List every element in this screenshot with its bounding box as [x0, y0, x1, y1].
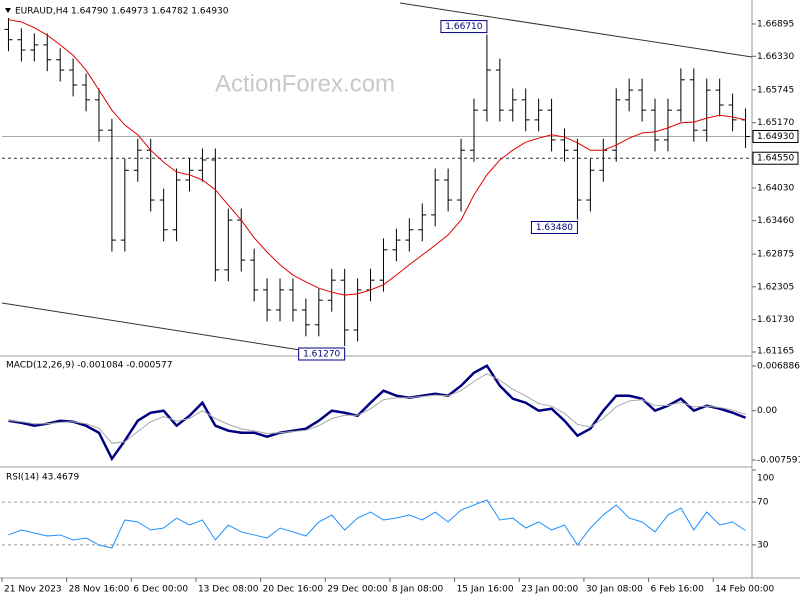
- x-tick-label: 6 Feb 16:00: [651, 585, 705, 595]
- annotation-label: 1.66710: [445, 22, 482, 32]
- annotation-label: 1.63480: [536, 223, 573, 233]
- y-tick-label: 1.65170: [757, 118, 794, 128]
- y-tick-label: 1.62305: [757, 282, 794, 292]
- moving-average: [8, 19, 746, 296]
- price-level-box: [752, 129, 799, 143]
- watermark: ActionForex.com: [215, 70, 395, 97]
- menu-icon: [5, 8, 11, 13]
- indicator-line: [8, 373, 746, 444]
- y-tick-label: 1.62875: [757, 250, 794, 260]
- y-tick-label: 1.63460: [757, 216, 794, 226]
- panel-title: MACD(12,26,9) -0.001084 -0.000577: [6, 361, 172, 371]
- annotation-box: [530, 220, 578, 234]
- indicator-line: [8, 499, 746, 549]
- x-tick-label: 13 Dec 08:00: [198, 585, 259, 595]
- price-level-label: 1.64930: [757, 132, 794, 142]
- x-tick-label: 6 Dec 00:00: [133, 585, 188, 595]
- x-tick-label: 23 Jan 00:00: [521, 585, 578, 595]
- indicator-line: [8, 364, 746, 462]
- y-tick-label: 0.006886: [757, 362, 800, 372]
- y-tick-label: 1.66895: [757, 19, 794, 29]
- annotation-box: [440, 20, 488, 34]
- x-tick-label: 20 Dec 16:00: [263, 585, 324, 595]
- y-tick-label: 1.65745: [757, 85, 794, 95]
- y-tick-label: 1.64030: [757, 184, 794, 194]
- trend-line: [399, 2, 753, 58]
- panel-title: RSI(14) 43.4679: [6, 473, 79, 483]
- y-tick-label: -0.007591: [757, 456, 800, 466]
- y-tick-label: 1.66330: [757, 52, 794, 62]
- x-tick-label: 29 Dec 00:00: [327, 585, 388, 595]
- panel-title: EURAUD,H4 1.64790 1.64973 1.64782 1.6493…: [15, 7, 229, 17]
- price-level-box: [752, 151, 799, 165]
- x-tick-label: 30 Jan 08:00: [586, 585, 643, 595]
- x-tick-label: 15 Jan 16:00: [457, 585, 514, 595]
- annotation-label: 1.61270: [303, 350, 340, 360]
- x-tick-label: 14 Feb 00:00: [715, 585, 774, 595]
- y-tick-label: 0.00: [757, 406, 777, 416]
- y-tick-label: 1.61730: [757, 315, 794, 325]
- x-tick-label: 28 Nov 16:00: [69, 585, 130, 595]
- annotation-box: [298, 347, 346, 361]
- y-tick-label: 30: [757, 540, 769, 550]
- x-tick-label: 21 Nov 2023: [4, 585, 62, 595]
- price-level-label: 1.64550: [757, 154, 794, 164]
- y-tick-label: 1.61165: [757, 347, 794, 357]
- x-tick-label: 8 Jan 08:00: [392, 585, 444, 595]
- y-tick-label: 100: [757, 474, 774, 484]
- y-tick-label: 70: [757, 498, 769, 508]
- trend-line: [1, 302, 301, 351]
